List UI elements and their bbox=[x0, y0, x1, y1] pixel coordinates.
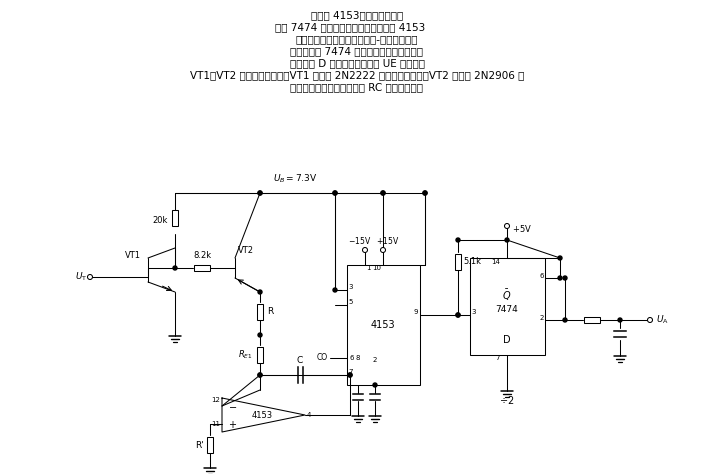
Circle shape bbox=[456, 313, 460, 317]
Circle shape bbox=[333, 191, 337, 195]
Circle shape bbox=[648, 318, 653, 322]
Circle shape bbox=[381, 191, 385, 195]
Text: VT1、VT2 两级晶体管放大，VT1 可采用 2N2222 或类似型号器件，VT2 可采用 2N2906 或: VT1、VT2 两级晶体管放大，VT1 可采用 2N2222 或类似型号器件，V… bbox=[189, 70, 524, 80]
Text: $U_{\rm A}$: $U_{\rm A}$ bbox=[656, 314, 669, 326]
Circle shape bbox=[563, 276, 567, 280]
Text: 6: 6 bbox=[349, 355, 353, 361]
Circle shape bbox=[505, 238, 509, 242]
Circle shape bbox=[333, 191, 337, 195]
Text: $U_B = 7.3\mathrm{V}$: $U_B = 7.3\mathrm{V}$ bbox=[272, 173, 317, 185]
Circle shape bbox=[558, 276, 562, 280]
Circle shape bbox=[456, 238, 460, 242]
Text: $\bar{Q}$: $\bar{Q}$ bbox=[503, 288, 512, 302]
Circle shape bbox=[258, 191, 262, 195]
Text: 9: 9 bbox=[413, 309, 418, 315]
Circle shape bbox=[348, 373, 352, 377]
Circle shape bbox=[258, 373, 262, 377]
Text: 8.2k: 8.2k bbox=[193, 251, 211, 260]
Text: 4: 4 bbox=[307, 412, 311, 418]
Bar bbox=[584, 317, 600, 323]
Text: 4153: 4153 bbox=[252, 410, 272, 419]
Circle shape bbox=[505, 224, 510, 228]
Circle shape bbox=[456, 313, 460, 317]
Text: 类似型号器件。输出端接有 RC 低频滤波器。: 类似型号器件。输出端接有 RC 低频滤波器。 bbox=[290, 82, 423, 92]
Circle shape bbox=[258, 290, 262, 294]
Circle shape bbox=[87, 274, 92, 280]
Circle shape bbox=[258, 333, 262, 337]
Text: 用于放大器，第二片用于电压-频率变换器，: 用于放大器，第二片用于电压-频率变换器， bbox=[296, 34, 418, 44]
Bar bbox=[257, 347, 263, 363]
Text: 4153: 4153 bbox=[370, 320, 395, 330]
Text: 20k: 20k bbox=[152, 216, 168, 225]
Text: 10: 10 bbox=[372, 265, 381, 271]
Text: $+$: $+$ bbox=[228, 419, 237, 429]
Text: 一片 7474 组成的调制器电路。第一片 4153: 一片 7474 组成的调制器电路。第一片 4153 bbox=[275, 22, 425, 32]
Text: 12: 12 bbox=[211, 397, 220, 403]
Text: D: D bbox=[503, 335, 511, 345]
Text: $+15\mathrm{V}$: $+15\mathrm{V}$ bbox=[376, 235, 400, 246]
Text: VT2: VT2 bbox=[238, 246, 254, 255]
Bar bbox=[257, 304, 263, 320]
Circle shape bbox=[380, 247, 385, 253]
Text: 2: 2 bbox=[373, 357, 378, 363]
Text: 其输出控制 7474 带预置和清除功能的双正: 其输出控制 7474 带预置和清除功能的双正 bbox=[290, 46, 423, 56]
Text: VT1: VT1 bbox=[125, 250, 141, 259]
Circle shape bbox=[558, 256, 562, 260]
Text: 6: 6 bbox=[540, 273, 544, 279]
Circle shape bbox=[423, 191, 427, 195]
Circle shape bbox=[173, 266, 177, 270]
Circle shape bbox=[348, 373, 352, 377]
Circle shape bbox=[373, 383, 377, 387]
Text: 5.1k: 5.1k bbox=[463, 257, 481, 266]
Circle shape bbox=[258, 191, 262, 195]
Text: 8: 8 bbox=[355, 355, 360, 361]
Bar bbox=[207, 437, 213, 453]
Text: $U_{\rm T}$: $U_{\rm T}$ bbox=[74, 271, 87, 283]
Text: $-$: $-$ bbox=[228, 401, 237, 411]
Circle shape bbox=[618, 318, 622, 322]
Text: 14: 14 bbox=[491, 259, 500, 265]
Text: 1: 1 bbox=[366, 265, 370, 271]
Text: R: R bbox=[267, 308, 273, 317]
Text: 11: 11 bbox=[211, 421, 220, 427]
Text: 3: 3 bbox=[471, 309, 475, 315]
Bar bbox=[347, 265, 420, 385]
Text: 7: 7 bbox=[348, 369, 352, 375]
Text: 7474: 7474 bbox=[495, 306, 518, 315]
Text: $R_{E1}$: $R_{E1}$ bbox=[238, 349, 253, 361]
Bar bbox=[455, 254, 461, 270]
Text: $-15\mathrm{V}$: $-15\mathrm{V}$ bbox=[348, 235, 372, 246]
Text: 沿触发的 D 触发器。输入信号 UE 首先经过: 沿触发的 D 触发器。输入信号 UE 首先经过 bbox=[290, 58, 425, 68]
Text: 由两片 4153（功能不同）和: 由两片 4153（功能不同）和 bbox=[311, 10, 403, 20]
Circle shape bbox=[381, 191, 385, 195]
Text: $\div 2$: $\div 2$ bbox=[499, 394, 515, 406]
Circle shape bbox=[363, 247, 368, 253]
Text: C: C bbox=[297, 356, 303, 365]
Bar bbox=[172, 210, 178, 226]
Circle shape bbox=[258, 373, 262, 377]
Circle shape bbox=[423, 191, 427, 195]
Text: CO: CO bbox=[317, 354, 328, 363]
Text: 2: 2 bbox=[540, 315, 544, 321]
Text: $+5\mathrm{V}$: $+5\mathrm{V}$ bbox=[512, 222, 532, 234]
Text: 3: 3 bbox=[348, 284, 352, 290]
Circle shape bbox=[563, 318, 567, 322]
Bar bbox=[194, 265, 210, 271]
Bar bbox=[470, 258, 545, 355]
Text: 5: 5 bbox=[348, 299, 352, 305]
Text: 7: 7 bbox=[495, 355, 500, 361]
Circle shape bbox=[333, 288, 337, 292]
Text: R': R' bbox=[195, 440, 204, 449]
